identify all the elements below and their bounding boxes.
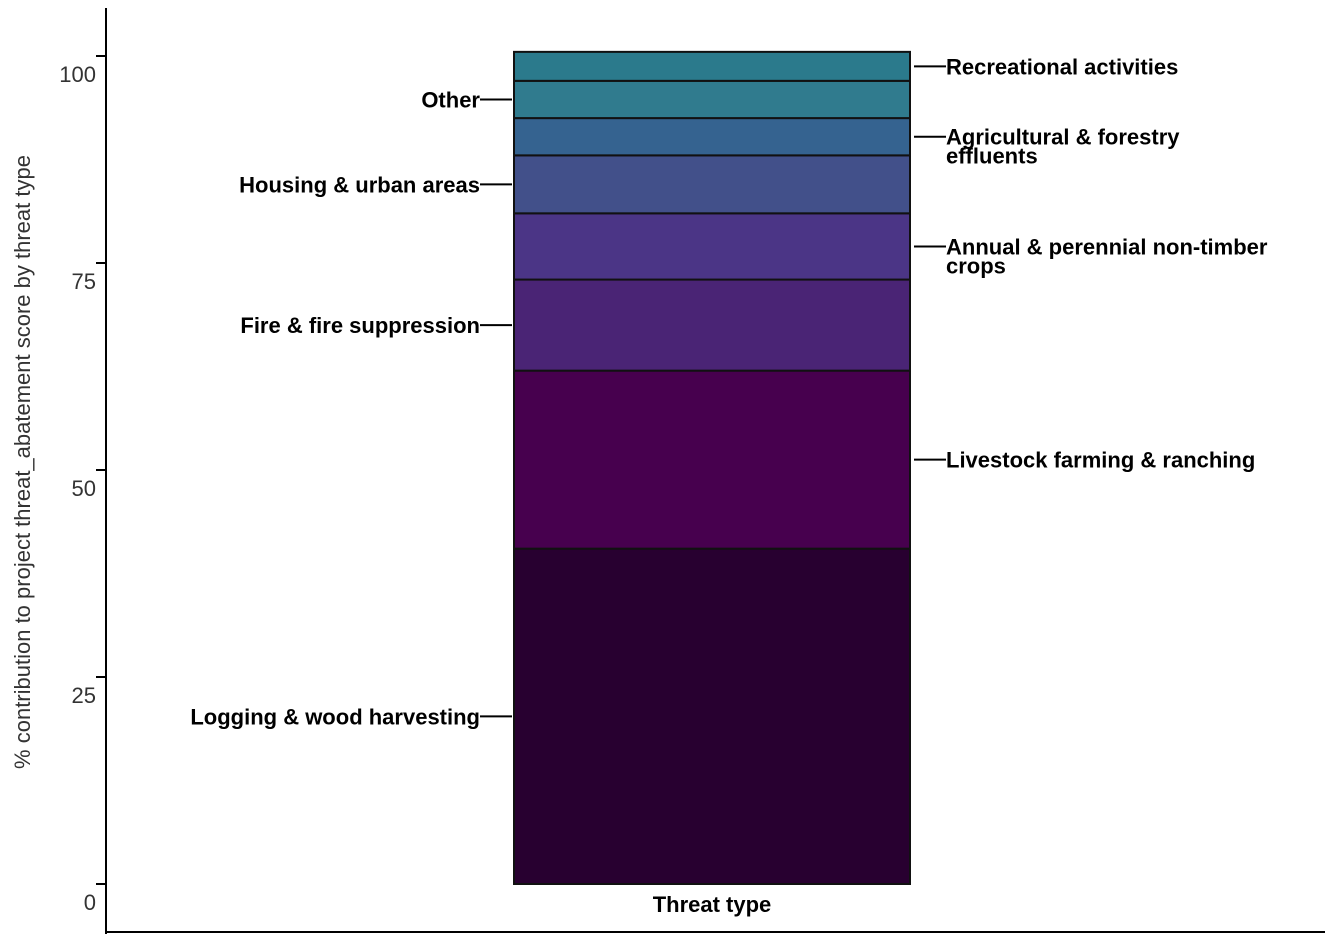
- y-ticks: 0 25 50 75 100: [59, 55, 106, 915]
- bar-segment: [513, 547, 911, 885]
- x-category-label: Threat type: [653, 892, 772, 917]
- y-tick-label: 75: [72, 269, 96, 294]
- segment-labels: Logging & wood harvesting Livestock farmi…: [190, 54, 1268, 729]
- segment-label: Recreational activities: [946, 54, 1178, 79]
- bar-segment: [513, 278, 911, 372]
- bar-segment: [513, 79, 911, 120]
- bar-segment: [513, 212, 911, 281]
- segment-label: Other: [421, 87, 480, 112]
- bar-segment: [513, 117, 911, 157]
- y-tick-label: 25: [72, 683, 96, 708]
- bar-segment: [513, 50, 911, 82]
- segment-label: Housing & urban areas: [239, 172, 480, 197]
- segment-label: Agricultural & forestry effluents: [946, 125, 1180, 169]
- segment-label: Annual & perennial non-timber crops: [946, 234, 1268, 278]
- segment-label: Logging & wood harvesting: [190, 704, 480, 729]
- bar-segment: [513, 154, 911, 215]
- y-tick-label: 100: [59, 62, 96, 87]
- segment-label: Fire & fire suppression: [240, 313, 480, 338]
- bar-segment: [513, 369, 911, 550]
- y-tick-label: 0: [84, 890, 96, 915]
- y-axis-label: % contribution to project threat_abateme…: [10, 155, 35, 769]
- y-tick-label: 50: [72, 476, 96, 501]
- segment-label: Livestock farming & ranching: [946, 448, 1255, 473]
- bar-segments: [513, 50, 911, 885]
